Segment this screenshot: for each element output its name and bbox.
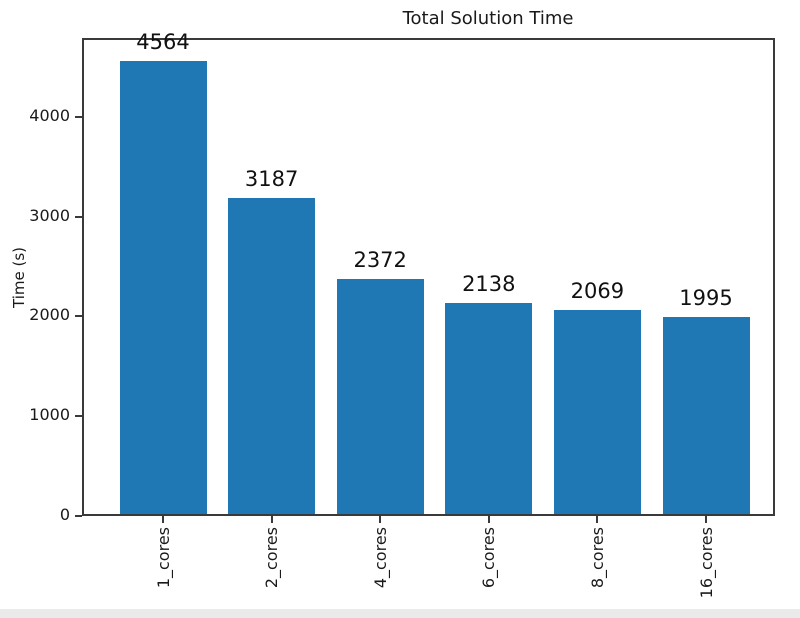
bar-value-label: 3187 xyxy=(244,166,299,191)
x-tick-label: 8_cores xyxy=(587,527,607,589)
y-tick-label: 2000 xyxy=(29,305,70,325)
y-tick-mark xyxy=(75,415,82,418)
x-tick-label: 4_cores xyxy=(370,527,390,589)
y-axis-label: Time (s) xyxy=(10,246,28,308)
y-tick-label: 3000 xyxy=(29,205,70,225)
bar-value-label: 4564 xyxy=(136,29,190,54)
y-tick-label: 0 xyxy=(59,505,70,524)
x-tick-mark xyxy=(379,516,382,523)
x-tick-label-box: 6_cores xyxy=(478,527,500,588)
y-tick-label: 4000 xyxy=(29,105,70,125)
bottom-edge-strip xyxy=(0,609,800,618)
bar xyxy=(445,302,533,514)
x-tick-label: 2_cores xyxy=(262,527,282,589)
bar xyxy=(228,197,316,514)
x-tick-label-box: 8_cores xyxy=(586,527,608,588)
bar-value-label: 2138 xyxy=(462,271,516,296)
x-tick-mark xyxy=(270,516,273,523)
bar-value-label: 2372 xyxy=(353,248,407,273)
y-tick-mark xyxy=(75,315,82,318)
bar-value-label: 1995 xyxy=(679,285,733,310)
bar xyxy=(119,60,207,514)
x-tick-mark xyxy=(596,516,599,523)
x-tick-label-box: 4_cores xyxy=(369,527,391,588)
y-tick-mark xyxy=(75,215,82,218)
bar xyxy=(553,309,641,514)
x-tick-label: 16_cores xyxy=(696,527,716,599)
x-tick-label-box: 2_cores xyxy=(261,527,283,588)
y-tick-mark xyxy=(75,515,82,517)
x-tick-mark xyxy=(162,516,164,523)
x-tick-label: 6_cores xyxy=(479,527,499,589)
y-tick-label: 1000 xyxy=(29,405,70,425)
chart-title: Total Solution Time xyxy=(402,8,574,29)
x-tick-label-box: 1_cores xyxy=(152,527,174,588)
bar xyxy=(662,316,750,514)
bar-value-label: 2069 xyxy=(570,278,625,303)
y-tick-mark xyxy=(75,115,82,118)
bar xyxy=(336,279,424,514)
x-tick-label-box: 16_cores xyxy=(695,527,717,598)
x-tick-mark xyxy=(705,516,707,523)
x-tick-mark xyxy=(487,516,490,523)
x-tick-label: 1_cores xyxy=(153,527,173,589)
